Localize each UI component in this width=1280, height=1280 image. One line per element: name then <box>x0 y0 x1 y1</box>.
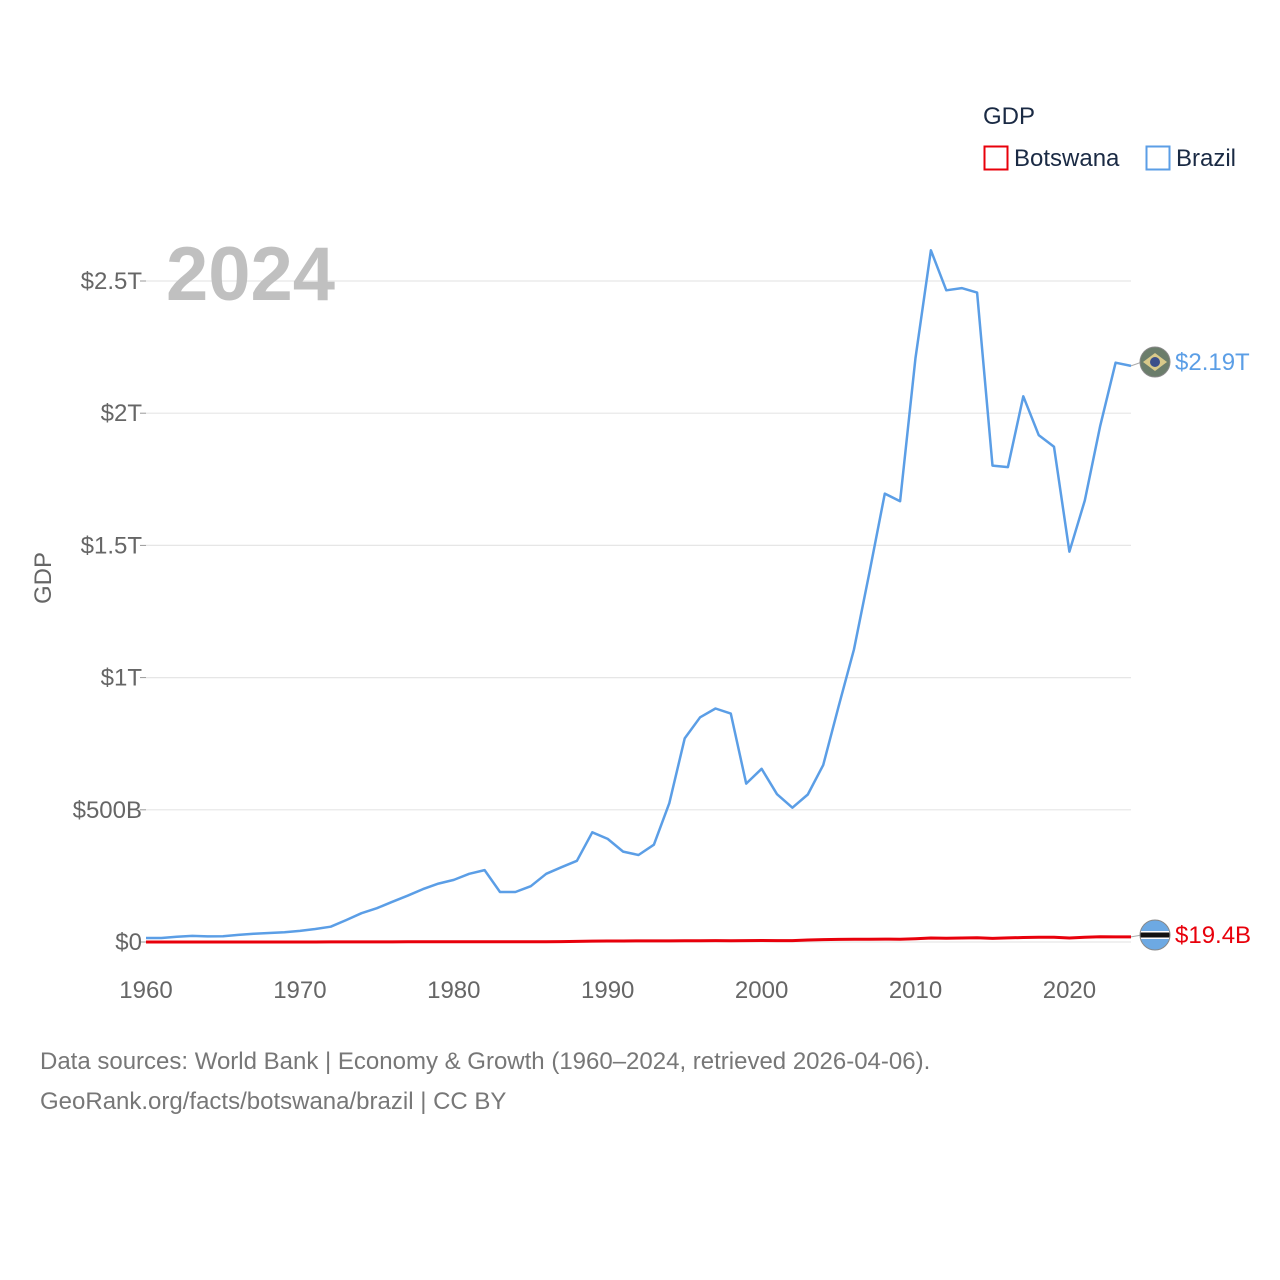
x-tick-label: 1960 <box>119 977 172 1004</box>
y-axis-ticks: $0 $500B $1T $1.5T $2T $2.5T <box>73 268 146 956</box>
x-tick-label: 2020 <box>1043 977 1096 1004</box>
y-tick-label: $1.5T <box>81 532 143 559</box>
series-lines <box>146 249 1132 944</box>
y-axis-label: GDP <box>30 552 57 604</box>
series-line-botswana[interactable] <box>146 935 1131 944</box>
x-tick-label: 1970 <box>273 977 326 1004</box>
source-line-2[interactable]: GeoRank.org/facts/botswana/brazil | CC B… <box>40 1088 507 1115</box>
flag-globe <box>1150 357 1160 367</box>
y-tick-label: $2.5T <box>81 268 143 295</box>
series-end-labels: $19.4B $2.19T <box>1130 346 1251 951</box>
gridlines <box>146 280 1131 943</box>
flag-ring <box>1139 919 1171 951</box>
series-line-brazil[interactable] <box>146 249 1132 940</box>
y-tick-label: $2T <box>101 400 143 427</box>
y-tick-label: $1T <box>101 665 143 692</box>
legend-swatch-brazil[interactable] <box>1145 145 1171 171</box>
end-label-brazil: $2.19T <box>1175 349 1250 376</box>
legend-swatch-botswana[interactable] <box>983 145 1009 171</box>
x-tick-label: 1990 <box>581 977 634 1004</box>
x-tick-label: 2000 <box>735 977 788 1004</box>
end-label-botswana: $19.4B <box>1175 922 1251 949</box>
y-tick-label: $500B <box>73 797 142 824</box>
flag-ring <box>1139 346 1171 378</box>
source-note: Data sources: World Bank | Economy & Gro… <box>40 1042 930 1122</box>
year-label: 2024 <box>166 232 335 317</box>
flag-band-black <box>1140 932 1170 938</box>
brazil-flag-icon <box>1139 346 1171 378</box>
x-tick-label: 1980 <box>427 977 480 1004</box>
x-tick-label: 2010 <box>889 977 942 1004</box>
x-axis-ticks: 1960 1970 1980 1990 2000 2010 2020 <box>119 977 1096 1004</box>
legend-title: GDP <box>983 103 1035 130</box>
legend: GDP Botswana Brazil <box>983 103 1236 172</box>
legend-label-brazil[interactable]: Brazil <box>1176 145 1236 172</box>
y-tick-label: $0 <box>115 929 142 956</box>
source-line-1: Data sources: World Bank | Economy & Gro… <box>40 1048 931 1075</box>
legend-label-botswana[interactable]: Botswana <box>1014 145 1120 172</box>
botswana-flag-icon <box>1139 919 1171 951</box>
